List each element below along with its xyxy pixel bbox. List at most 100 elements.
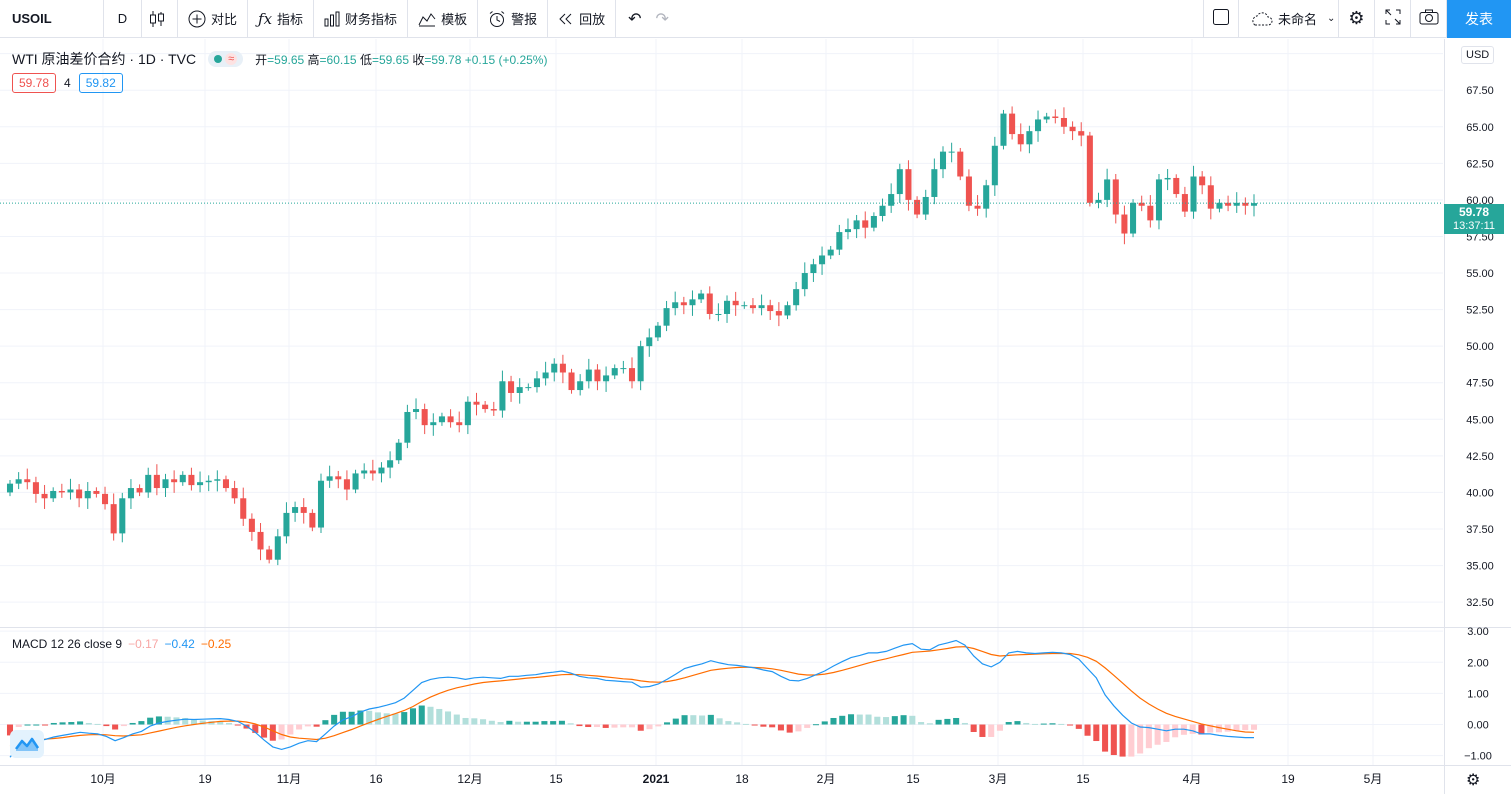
candle-body <box>1173 177 1180 195</box>
macd-hist-bar <box>50 722 57 725</box>
undo-redo-group: ↶ ↷ <box>616 0 681 38</box>
indicators-button[interactable]: ƒx 指标 <box>248 0 315 38</box>
macd-hist-bar <box>1137 724 1144 754</box>
candle-body <box>533 378 540 388</box>
macd-hist-bar <box>120 724 127 727</box>
candle-body <box>1147 205 1154 221</box>
candle-body <box>620 368 627 370</box>
candle-body <box>793 289 800 306</box>
candle-body <box>1052 116 1059 118</box>
tradingview-logo-icon[interactable] <box>10 730 44 758</box>
candle-body <box>248 518 255 532</box>
candle-body <box>1009 113 1016 135</box>
macd-hist-bar <box>164 716 171 725</box>
time-tick-label: 4月 <box>1183 772 1202 786</box>
macd-hist-bar <box>1023 722 1030 725</box>
chevron-down-icon: ⌄ <box>1327 13 1336 24</box>
price-tick-label: 32.50 <box>1466 597 1494 609</box>
macd-title[interactable]: MACD 12 26 close 9 <box>12 637 123 651</box>
time-tick-label: 15 <box>906 772 920 786</box>
macd-hist-bar <box>497 722 504 725</box>
candle-body <box>395 442 402 461</box>
layout-name-button[interactable]: 未命名 ⌄ <box>1239 0 1339 38</box>
fullscreen-button[interactable] <box>1375 0 1411 38</box>
candle-body <box>274 536 281 560</box>
candle-body <box>715 313 722 315</box>
macd-hist-bar <box>567 723 574 725</box>
macd-hist-bar <box>199 720 206 725</box>
macd-hist-bar <box>225 722 233 725</box>
price-tick-label: 42.50 <box>1466 451 1494 463</box>
candle-body <box>473 401 480 405</box>
candle-body <box>758 305 765 309</box>
redo-icon[interactable]: ↷ <box>655 10 669 28</box>
candle-body <box>559 363 566 373</box>
fullscreen-layout-button[interactable] <box>1203 0 1239 38</box>
candle-body <box>525 387 532 389</box>
macd-hist-bar <box>287 724 294 735</box>
undo-icon[interactable]: ↶ <box>628 10 642 28</box>
candle-body <box>1104 179 1111 200</box>
macd-hist-bar <box>690 715 697 725</box>
candle-body <box>6 483 14 493</box>
candle-body <box>1078 131 1085 136</box>
price-tick-label: 65.00 <box>1466 122 1494 134</box>
candle-body <box>438 416 445 423</box>
low-label: 低 <box>359 52 372 67</box>
time-tick-label: 11月 <box>277 772 301 786</box>
candle-body <box>352 473 359 490</box>
macd-hist-bar <box>769 724 776 728</box>
ask-price-button[interactable]: 59.82 <box>78 73 123 93</box>
publish-button[interactable]: 发表 <box>1447 0 1511 38</box>
replay-button[interactable]: 回放 <box>548 0 617 38</box>
candle-body <box>1216 202 1223 209</box>
macd-hist-bar <box>1145 724 1152 749</box>
candle-body <box>957 151 964 177</box>
interval-button[interactable]: D <box>104 0 142 38</box>
macd-signal-value: −0.25 <box>200 637 232 651</box>
financials-button[interactable]: 财务指标 <box>314 0 409 38</box>
macd-hist-bar <box>1084 724 1091 736</box>
alert-button[interactable]: 警报 <box>478 0 549 38</box>
symbol-search-button[interactable]: USOIL <box>0 0 104 38</box>
bid-price-button[interactable]: 59.78 <box>12 73 57 93</box>
macd-hist-bar <box>366 710 373 725</box>
macd-hist-bar <box>944 718 951 725</box>
candle-body <box>663 308 670 326</box>
candle-body <box>603 375 610 382</box>
compare-button[interactable]: 对比 <box>178 0 249 38</box>
currency-badge[interactable]: USD <box>1461 46 1495 64</box>
macd-hist-bar <box>357 710 364 725</box>
macd-line-value: −0.42 <box>164 637 195 651</box>
candle-body <box>1060 117 1067 127</box>
compare-label: 对比 <box>211 12 238 27</box>
chart-settings-gear-icon[interactable]: ⚙ <box>1466 772 1481 789</box>
macd-hist-bar <box>550 721 557 725</box>
candle-body <box>266 549 273 560</box>
candle-body <box>1233 202 1240 206</box>
macd-tick-label: 3.00 <box>1467 626 1488 638</box>
legend-toggle[interactable]: ≈ <box>208 51 244 67</box>
macd-hist-bar <box>374 712 381 725</box>
alert-label: 警报 <box>511 12 538 27</box>
symbol-title[interactable]: WTI 原油差价合约 · 1D · TVC <box>12 51 197 67</box>
macd-lines <box>9 639 1255 758</box>
candle-body <box>732 300 739 306</box>
time-tick-label: 10月 <box>90 772 115 786</box>
candle-body <box>283 512 290 537</box>
candle-body <box>1155 179 1162 221</box>
macd-hist-bar <box>804 724 811 728</box>
candle-body <box>136 488 143 493</box>
chart-style-button[interactable] <box>142 0 178 38</box>
candle-body <box>724 300 731 314</box>
snapshot-button[interactable] <box>1411 0 1447 38</box>
candle-body <box>767 305 774 312</box>
price-tick-label: 60.00 <box>1466 195 1494 207</box>
candle-body <box>84 490 91 499</box>
templates-button[interactable]: 模板 <box>408 0 479 38</box>
macd-hist-bar <box>506 720 513 725</box>
settings-button[interactable]: ⚙ <box>1339 0 1375 38</box>
grid-lines <box>0 39 1443 765</box>
macd-hist-bar <box>1233 724 1240 731</box>
